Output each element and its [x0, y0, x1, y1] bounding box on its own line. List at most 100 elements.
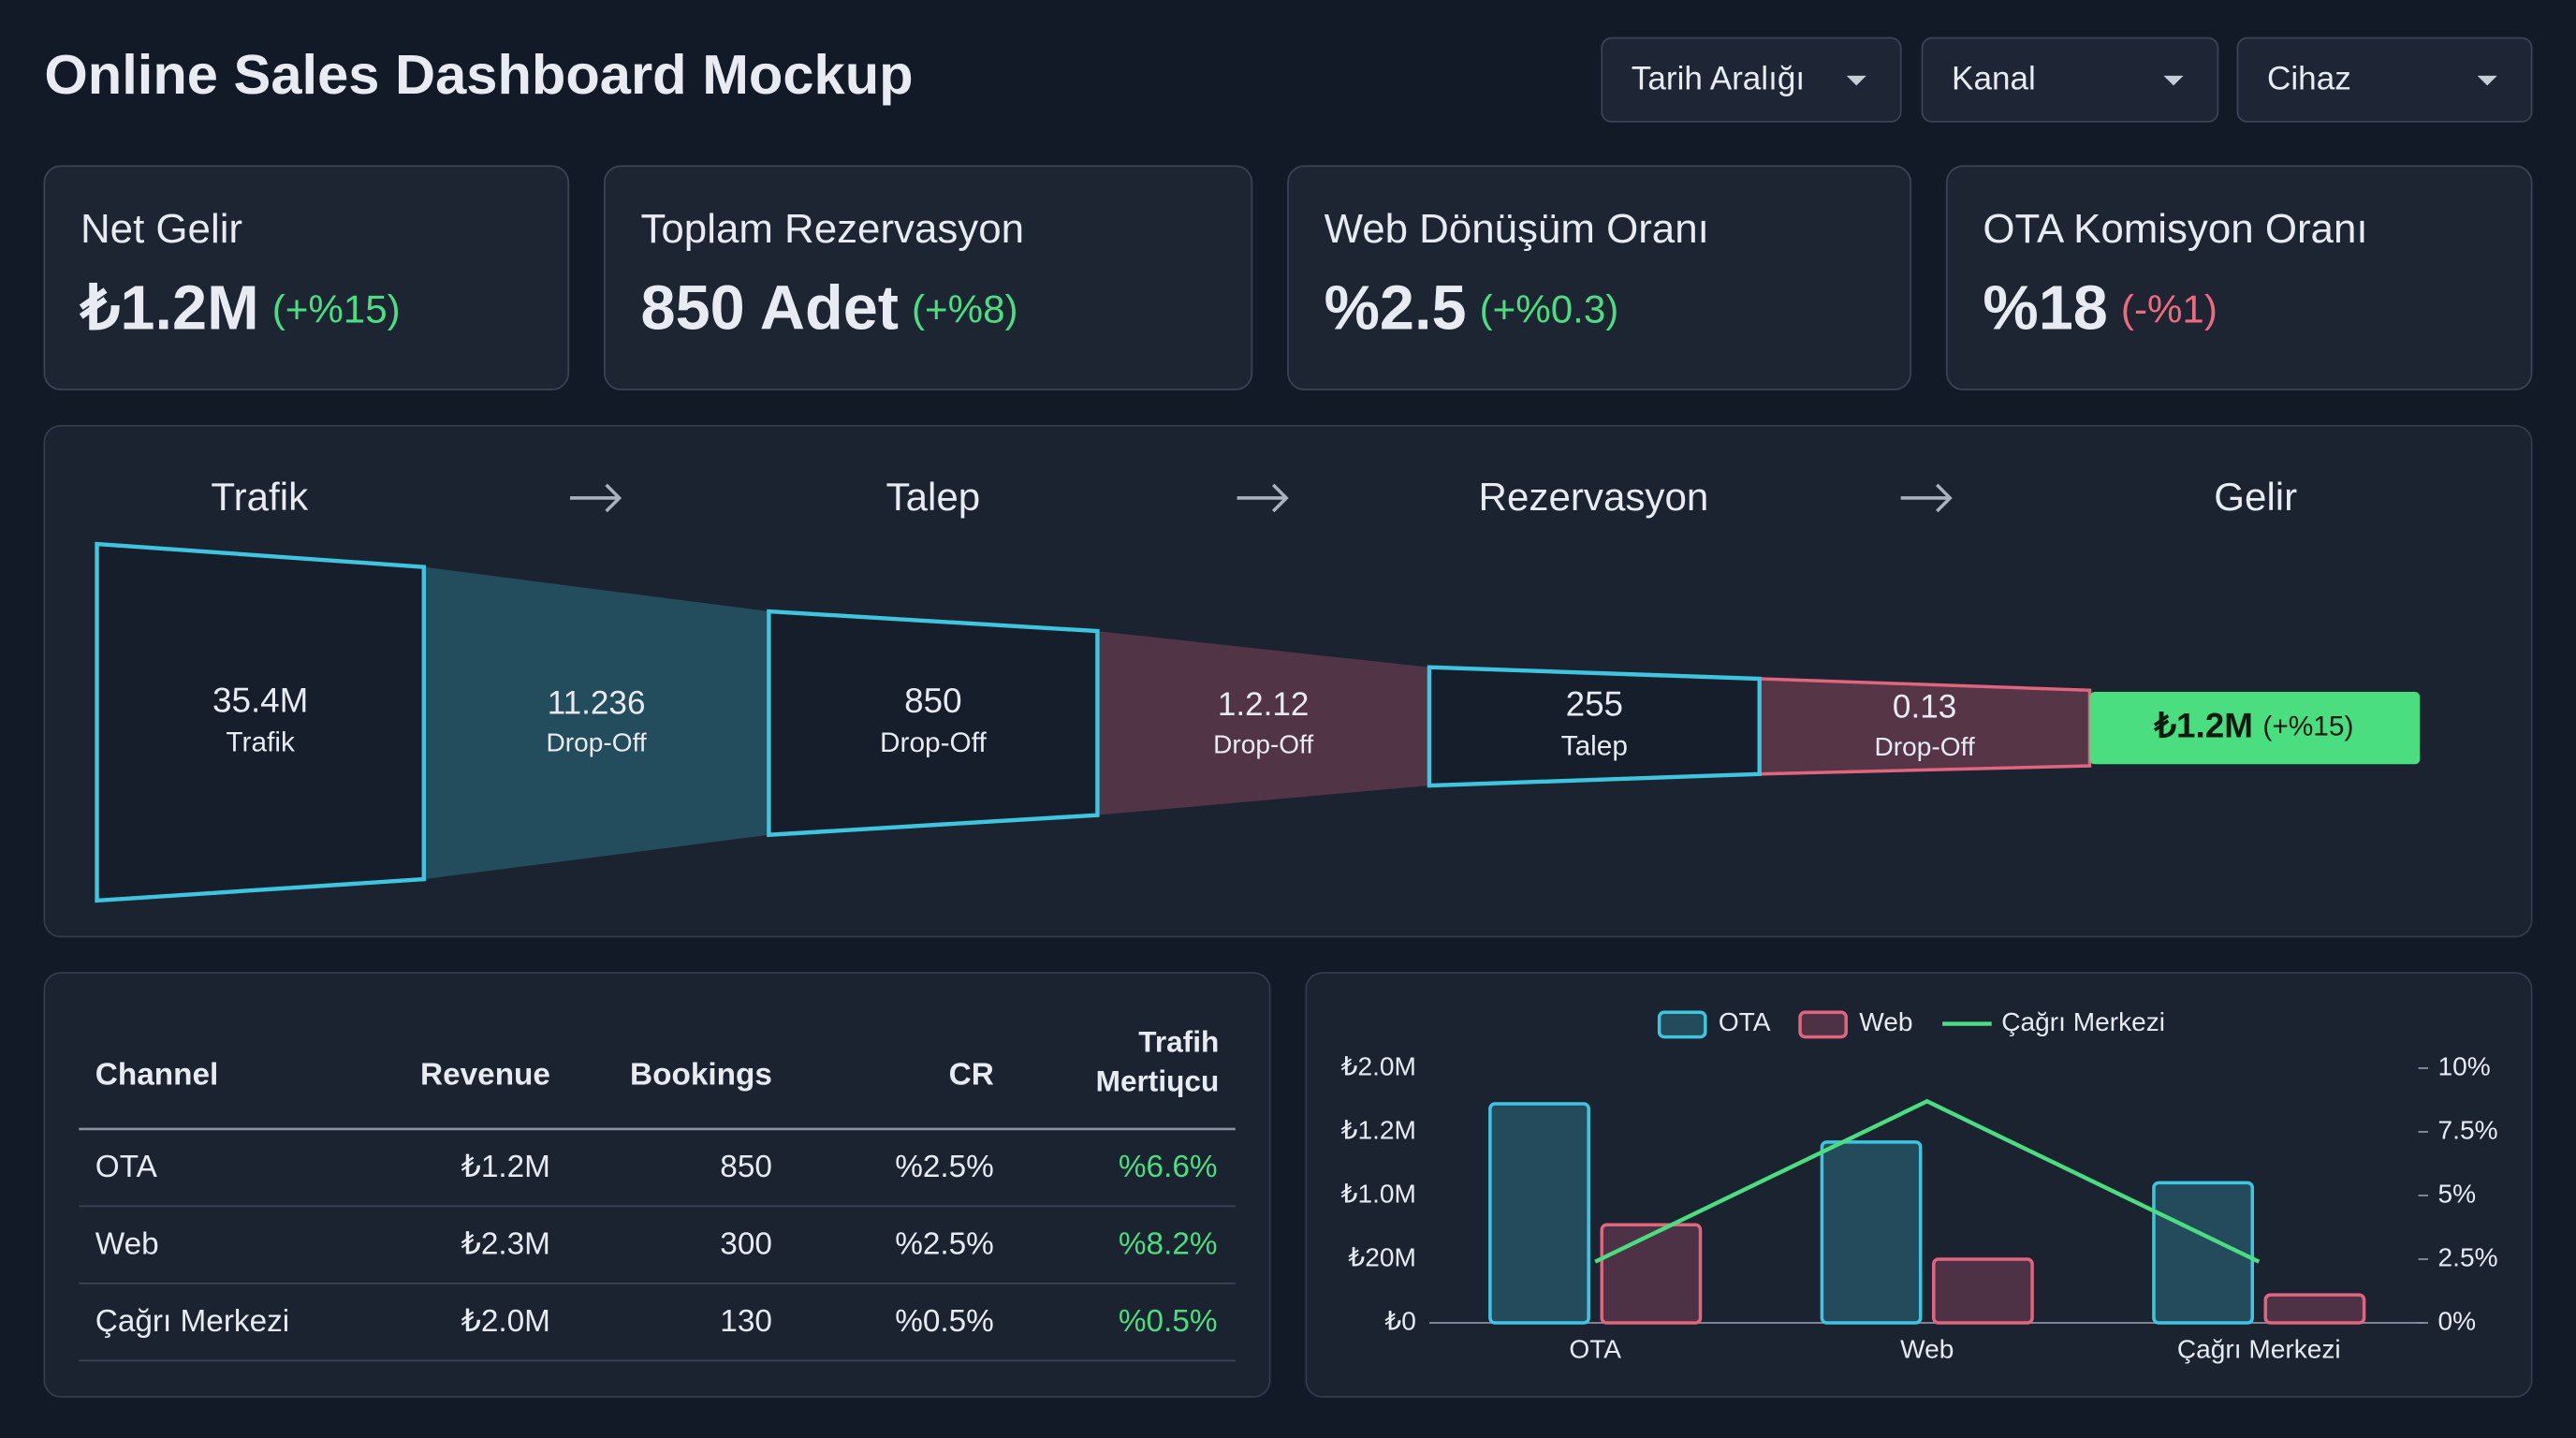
y-tick-label: ₺0: [1384, 1306, 1415, 1335]
table-cell: Web: [95, 1226, 159, 1261]
table-cell: %6.6%: [1119, 1150, 1218, 1184]
result-value: ₺1.2M (+%15): [2154, 706, 2354, 744]
table-cell: %2.5%: [895, 1150, 994, 1184]
kpi-label: OTA Komisyon Oranı: [1983, 206, 2367, 252]
table-cell: %0.5%: [1119, 1304, 1218, 1339]
bar: [2152, 1181, 2254, 1325]
y-tick-label: ₺1.2M: [1341, 1115, 1416, 1144]
funnel-stage: Talep: [886, 475, 981, 519]
result-text: ₺1.2M: [2154, 706, 2253, 744]
legend-label: Web: [1859, 1007, 1912, 1036]
dropdown-arrow: [1846, 75, 1866, 86]
kpi-value-text: %18: [1983, 273, 2107, 343]
y-tick-label: ₺20M: [1348, 1242, 1416, 1271]
block-value: 850: [904, 682, 961, 720]
block-label: Drop-Off: [880, 727, 988, 758]
filter-label: Cihaz: [2267, 60, 2351, 96]
filter-dropdown[interactable]: Tarih Aralığı: [1601, 37, 1902, 123]
kpi-label: Toplam Rezervasyon: [640, 206, 1024, 252]
table-cell: 850: [720, 1150, 772, 1184]
filter-box: [1921, 37, 2219, 123]
kpi-card: [43, 165, 570, 390]
funnel-block: [95, 541, 427, 903]
funnel-panel: [43, 424, 2533, 938]
kpi-label: Web Dönüşüm Oranı: [1325, 206, 1709, 252]
y-tick-label: ₺2.0M: [1341, 1051, 1416, 1080]
legend-label: OTA: [1719, 1007, 1771, 1036]
drop-off-value: 0.13: [1893, 689, 1956, 726]
drop-off-label: Drop-Off: [1875, 732, 1975, 761]
x-tick-label: Çağrı Merkezi: [2177, 1334, 2341, 1363]
table-cell: 300: [720, 1226, 772, 1261]
table-panel: [43, 972, 1271, 1398]
funnel-stage: Gelir: [2214, 475, 2297, 519]
kpi-card: [604, 165, 1253, 390]
funnel-result: [2089, 692, 2421, 765]
drop-off-value: 1.2.12: [1218, 686, 1310, 723]
table-cell: ₺1.2M: [461, 1150, 550, 1184]
table-cell: ₺2.0M: [461, 1304, 550, 1339]
table-cell: OTA: [95, 1150, 158, 1184]
table-cell: ₺2.3M: [461, 1226, 550, 1261]
bar: [1820, 1140, 1923, 1325]
filter-dropdown[interactable]: Kanal: [1921, 37, 2219, 123]
kpi-value-text: %2.5: [1325, 273, 1467, 343]
x-tick-label: OTA: [1569, 1334, 1621, 1363]
stage-arrow: [570, 483, 622, 513]
legend-swatch: [1798, 1010, 1848, 1039]
bar: [1488, 1102, 1590, 1325]
drop-off-value: 11.236: [548, 684, 646, 721]
filter-box: [1601, 37, 1902, 123]
kpi-card: [1945, 165, 2533, 390]
stage-arrow: [1900, 483, 1953, 513]
table-header: Bookings: [630, 1058, 772, 1093]
kpi-change: (+%8): [912, 287, 1017, 331]
bar: [1932, 1257, 2034, 1325]
kpi-label: Net Gelir: [80, 206, 242, 252]
filter-dropdown[interactable]: Cihaz: [2236, 37, 2533, 123]
block-value: 35.4M: [212, 682, 308, 720]
funnel-block: [767, 609, 1100, 838]
legend-swatch: [1657, 1010, 1707, 1039]
kpi-change: (+%15): [272, 287, 401, 331]
kpi-card: [1287, 165, 1912, 390]
table-header: Revenue: [420, 1058, 550, 1093]
filter-label: Kanal: [1952, 60, 2036, 96]
block-label: Trafik: [226, 727, 295, 758]
dropdown-arrow: [2163, 75, 2184, 86]
table-cell: %2.5%: [895, 1226, 994, 1261]
funnel-stage: Trafik: [211, 475, 309, 519]
bar: [1600, 1223, 1703, 1325]
line-series: [1594, 1098, 2261, 1264]
kpi-value: %2.5 (+%0.3): [1325, 273, 1619, 343]
title: Online Sales Dashboard Mockup: [44, 43, 913, 106]
table-cell: %8.2%: [1119, 1226, 1218, 1261]
kpi-change: (+%0.3): [1480, 287, 1619, 331]
kpi-value: 850 Adet (+%8): [640, 273, 1017, 343]
legend-label: Çağrı Merkezi: [2001, 1007, 2165, 1036]
y-tick-label: ₺1.0M: [1341, 1179, 1416, 1208]
table-cell: Çağrı Merkezi: [95, 1304, 289, 1339]
kpi-value-text: 850 Adet: [640, 273, 899, 343]
funnel-block: [1427, 665, 1762, 788]
block-label: Talep: [1561, 731, 1628, 762]
kpi-value: %18 (-%1): [1983, 273, 2217, 343]
kpi-value-text: ₺1.2M: [79, 273, 259, 343]
kpi-change: (-%1): [2121, 287, 2217, 331]
y2-tick-label: 10%: [2438, 1051, 2491, 1080]
y2-tick-label: 5%: [2438, 1179, 2477, 1208]
filter-box: [2236, 37, 2533, 123]
x-tick-label: Web: [1900, 1334, 1954, 1363]
block-value: 255: [1566, 685, 1623, 724]
table-cell: 130: [720, 1304, 772, 1339]
table-header-cell: Trafih Mertiɥcu: [1095, 1025, 1220, 1098]
bar: [2263, 1293, 2366, 1325]
drop-off-label: Drop-Off: [1213, 729, 1313, 758]
y2-tick-label: 2.5%: [2438, 1242, 2498, 1271]
drop-off-label: Drop-Off: [547, 728, 647, 757]
table-header-text: Trafih Mertiɥcu: [1095, 1025, 1220, 1098]
y2-tick-label: 0%: [2438, 1306, 2477, 1335]
drop-off-shape: [1097, 631, 1429, 815]
kpi-value: ₺1.2M (+%15): [79, 273, 401, 343]
